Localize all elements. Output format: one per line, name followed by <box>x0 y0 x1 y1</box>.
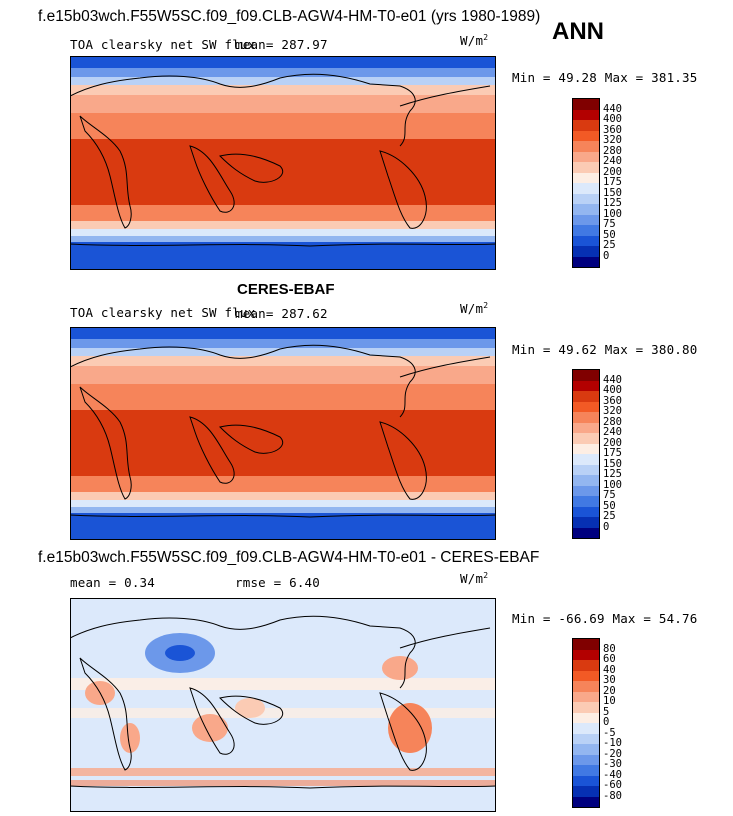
panel3-mean-value: 0.34 <box>124 575 155 590</box>
panel3-coastlines <box>70 615 496 789</box>
panel3-colorbar <box>572 638 600 808</box>
panel3-rmse-value: 6.40 <box>289 575 320 590</box>
panel1-map <box>70 56 496 270</box>
panel3-rmse: rmse = 6.40 <box>235 575 320 590</box>
panel1-variable: TOA clearsky net SW flux <box>70 37 256 52</box>
panel1-mean: mean= 287.97 <box>235 37 328 52</box>
panel1-min-value: 49.28 <box>558 70 598 85</box>
season-label: ANN <box>552 18 604 45</box>
arctic-band <box>70 56 496 68</box>
panel2-coastlines <box>70 344 496 518</box>
case-title: f.e15b03wch.F55W5SC.f09_f09.CLB-AGW4-HM-… <box>38 8 541 25</box>
panel1-minmax: Min = 49.28 Max = 381.35 <box>512 70 698 85</box>
panel2-units: W/m2 <box>460 301 489 317</box>
panel2-colorbar <box>572 369 600 539</box>
panel3-title: f.e15b03wch.F55W5SC.f09_f09.CLB-AGW4-HM-… <box>38 549 540 566</box>
panel2-variable: TOA clearsky net SW flux <box>70 305 256 320</box>
panel1-coastlines <box>70 73 496 247</box>
panel3-max-value: 54.76 <box>658 611 698 626</box>
panel3-min-value: -66.69 <box>558 611 605 626</box>
panel1-mean-value: 287.97 <box>281 37 328 52</box>
panel1-units: W/m2 <box>460 33 489 49</box>
panel2-map <box>70 327 496 540</box>
panel2-max-value: 380.80 <box>651 342 698 357</box>
antarctic-band <box>70 242 496 270</box>
panel2-mean-value: 287.62 <box>281 306 328 321</box>
panel2-minmax: Min = 49.62 Max = 380.80 <box>512 342 698 357</box>
panel3-map <box>70 598 496 812</box>
panel3-anomaly-patches <box>85 633 432 753</box>
panel3-minmax: Min = -66.69 Max = 54.76 <box>512 611 698 626</box>
panel2-min-value: 49.62 <box>558 342 598 357</box>
panel2-mean: mean= 287.62 <box>235 306 328 321</box>
panel2-title: CERES-EBAF <box>237 281 335 298</box>
panel3-mean: mean = 0.34 <box>70 575 155 590</box>
panel1-colorbar <box>572 98 600 268</box>
panel1-max-value: 381.35 <box>651 70 698 85</box>
panel3-units: W/m2 <box>460 571 489 587</box>
